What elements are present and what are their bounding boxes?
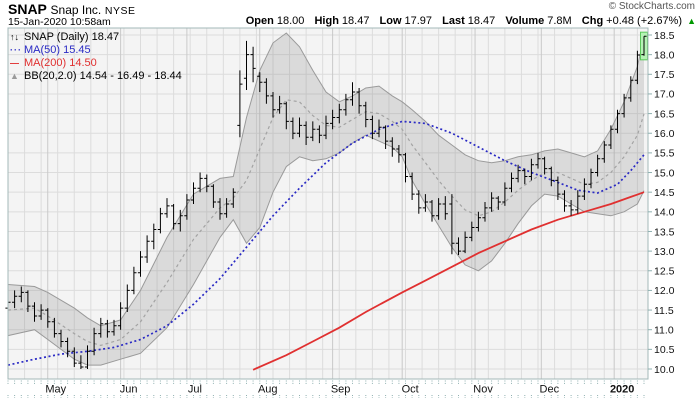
y-axis-label: 17.5	[654, 69, 675, 81]
chart-title: SNAP Snap Inc. NYSE	[8, 1, 135, 17]
x-axis-label: May	[45, 384, 66, 396]
x-axis-label: Aug	[258, 384, 278, 396]
ohlc-arrows-icon: ↑↓	[10, 32, 19, 42]
bb-middle-line	[7, 99, 645, 347]
x-axis-label: Dec	[540, 384, 560, 396]
legend-series-label: SNAP (Daily) 18.47	[24, 31, 120, 43]
ma200-line	[252, 191, 645, 371]
y-axis-label: 12.0	[654, 285, 675, 297]
x-axis-label: Sep	[331, 384, 351, 396]
y-axis-label: 10.5	[654, 344, 675, 356]
last-label: Last	[442, 15, 465, 27]
ticker-symbol: SNAP	[8, 1, 47, 17]
y-axis-label: 17.0	[654, 89, 675, 101]
high-label: High	[314, 15, 339, 27]
y-axis-label: 16.0	[654, 128, 675, 140]
x-axis: May Jun Jul Aug Sep Oct Nov Dec 2020	[7, 380, 645, 398]
open-value: 18.00	[276, 15, 305, 27]
ma50-line	[7, 120, 645, 366]
ma50-dotted-line-icon: ···	[10, 45, 22, 55]
y-axis-label: 13.5	[654, 226, 675, 238]
chart-legend: ↑↓ SNAP (Daily) 18.47 ··· MA(50) 15.45 — MA…	[10, 31, 182, 83]
change-value: +0.48 (+2.67%)	[606, 15, 683, 27]
legend-bb-label: BB(20,2.0) 14.54 - 16.49 - 18.44	[24, 70, 182, 82]
legend-ma200-label: MA(200) 14.50	[24, 57, 97, 69]
company-name: Snap Inc.	[50, 3, 102, 17]
legend-bb-row: ▲ BB(20,2.0) 14.54 - 16.49 - 18.44	[10, 70, 182, 83]
quote-summary-bar: Open 18.00 High 18.47 Low 17.97 Last 18.47 V…	[246, 15, 696, 27]
y-axis-label: 12.5	[654, 266, 675, 278]
legend-ma50-row: ··· MA(50) 15.45	[10, 44, 182, 57]
low-label: Low	[379, 15, 402, 27]
chart-timestamp: 15-Jan-2020 10:58am	[8, 16, 111, 28]
high-value: 18.47	[341, 15, 370, 27]
y-axis-label: 18.0	[654, 49, 675, 61]
low-value: 17.97	[404, 15, 433, 27]
y-axis: 10.0 10.5 11.0 11.5 12.0 12.5 13.0 13.5 14.0 14.5…	[648, 30, 675, 376]
change-label: Chg	[581, 15, 604, 27]
y-axis-label: 10.0	[654, 364, 675, 376]
legend-ma200-row: — MA(200) 14.50	[10, 57, 182, 70]
x-axis-label: Oct	[402, 384, 419, 396]
legend-ma50-label: MA(50) 15.45	[24, 44, 91, 56]
x-axis-label: 2020	[610, 384, 634, 396]
legend-series-row: ↑↓ SNAP (Daily) 18.47	[10, 31, 182, 44]
x-axis-label: Jul	[188, 384, 202, 396]
volume-value: 7.8M	[547, 15, 572, 27]
plot-frame	[7, 27, 649, 380]
y-axis-label: 11.5	[654, 305, 674, 317]
x-axis-label: Nov	[473, 384, 493, 396]
stockcharts-attribution: © StockCharts.com	[608, 1, 695, 12]
volume-label: Volume	[505, 15, 545, 27]
bollinger-band-area-icon: ▲	[10, 71, 19, 81]
y-axis-label: 14.0	[654, 207, 675, 219]
y-axis-label: 13.0	[654, 246, 675, 258]
y-axis-label: 11.0	[654, 325, 674, 337]
open-label: Open	[245, 15, 274, 27]
exchange-label: NYSE	[104, 5, 136, 17]
change-up-arrow-icon: ▲	[687, 16, 696, 26]
x-axis-label: Jun	[120, 384, 138, 396]
y-axis-label: 15.5	[654, 148, 675, 160]
ma200-solid-line-icon: —	[10, 58, 19, 68]
y-axis-label: 14.5	[654, 187, 675, 199]
y-axis-label: 15.0	[654, 167, 675, 179]
y-axis-label: 16.5	[654, 108, 675, 120]
y-axis-label: 18.5	[654, 30, 675, 42]
last-value: 18.47	[467, 15, 496, 27]
